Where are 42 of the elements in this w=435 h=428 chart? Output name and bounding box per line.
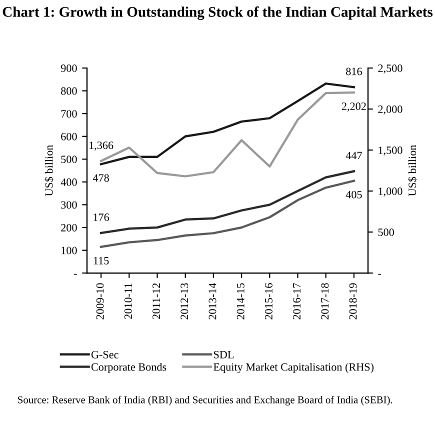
x-tick-label: 2014-15 (236, 283, 244, 320)
y-tick-label: - (74, 274, 77, 275)
legend-label: G-Sec (91, 350, 118, 358)
y-tick-label: 100 (62, 246, 77, 254)
x-tick-label: 2018-19 (349, 283, 357, 320)
y-tick-label: 400 (60, 178, 77, 186)
y-tick-label: 600 (61, 132, 77, 140)
chart-title: Chart 1: Growth in Outstanding Stock of the Indian Capital Markets (2, 6, 433, 20)
legend-label: Corporate Bonds (91, 362, 166, 374)
y2-tick-label: 1,500 (378, 146, 402, 156)
x-tick-label: 2013-14 (208, 282, 216, 320)
data-label: 405 (346, 190, 362, 198)
data-label: 478 (92, 174, 109, 182)
y2-tick-label: 2,500 (378, 64, 402, 74)
x-tick-label: 2009-10 (96, 283, 104, 320)
y2-axis-title: US$ billion (408, 144, 417, 196)
y2-tick-label: 2,000 (378, 106, 402, 115)
legend-label: Equity Market Capitalisation (RHS) (214, 362, 374, 374)
y2-tick-label: 500 (378, 228, 394, 236)
data-label: 2,202 (342, 102, 366, 112)
y-axis-title: US$ billion (44, 144, 54, 196)
y2-tick-label: 1,000 (378, 188, 402, 197)
source-note: Source: Reserve Bank of India (RBI) and Securities and Exchange Board of India (SEBI). (18, 396, 392, 406)
data-label: 176 (94, 214, 110, 221)
x-tick-label: 2015-16 (264, 283, 272, 320)
y-tick-label: 200 (61, 224, 77, 232)
data-label: 447 (346, 152, 362, 160)
x-tick-label: 2012-13 (180, 283, 188, 320)
x-tick-label: 2010-11 (124, 283, 132, 319)
data-label: 115 (94, 256, 109, 264)
data-label: 1,366 (90, 142, 114, 151)
y-tick-label: 800 (61, 87, 77, 95)
y2-tick-label: - (378, 274, 382, 275)
y-tick-label: 300 (61, 201, 77, 209)
x-tick-label: 2011-12 (152, 283, 160, 319)
data-label: 816 (346, 68, 362, 76)
y-tick-label: 500 (61, 156, 77, 164)
y-tick-label: 900 (60, 64, 77, 72)
legend-label: SDL (214, 350, 234, 358)
x-tick-label: 2017-18 (321, 283, 329, 320)
x-tick-label: 2016-17 (293, 283, 301, 320)
y-tick-label: 700 (61, 110, 77, 118)
